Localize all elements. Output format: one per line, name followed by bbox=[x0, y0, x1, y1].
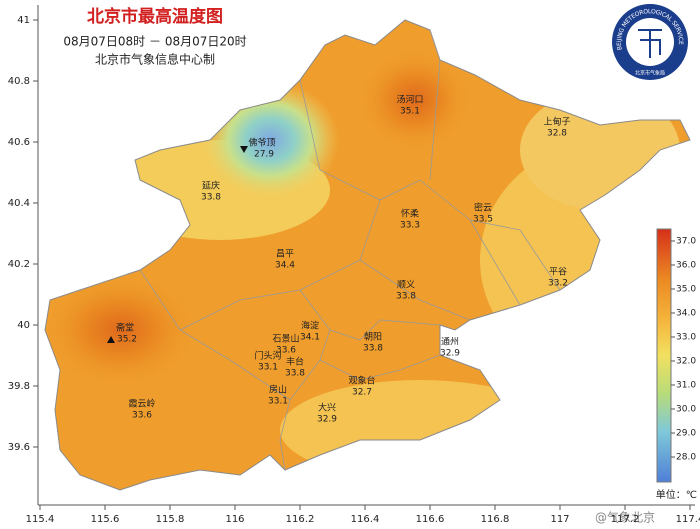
colorbar-label: 33.0 bbox=[676, 333, 696, 343]
station-name: 朝阳 bbox=[364, 332, 382, 343]
x-tick-label: 116.6 bbox=[416, 514, 445, 525]
station-name: 顺义 bbox=[397, 280, 415, 291]
colorbar-label: 34.0 bbox=[676, 309, 696, 319]
station-value: 32.9 bbox=[440, 349, 460, 359]
station-name: 霞云岭 bbox=[128, 398, 155, 410]
y-tick-label: 40.6 bbox=[8, 137, 30, 148]
x-tick-label: 115.6 bbox=[91, 514, 120, 525]
y-tick-label: 40 bbox=[17, 320, 30, 331]
time-range: 08月07日08时 － 08月07日20时 bbox=[63, 35, 246, 49]
y-tick-label: 40.8 bbox=[8, 76, 30, 87]
station-value: 33.5 bbox=[473, 215, 493, 225]
station-value: 33.8 bbox=[201, 193, 221, 203]
colorbar-label: 37.0 bbox=[676, 237, 696, 247]
station-value: 34.1 bbox=[300, 333, 320, 343]
station-name: 延庆 bbox=[202, 180, 220, 192]
x-tick-label: 115.8 bbox=[156, 514, 185, 525]
station-name: 密云 bbox=[474, 202, 492, 214]
station-value: 33.6 bbox=[276, 346, 296, 356]
x-tick-label: 116.4 bbox=[351, 514, 380, 525]
station-name: 海淀 bbox=[301, 320, 319, 332]
station-value: 34.4 bbox=[275, 261, 295, 271]
station-value: 35.2 bbox=[117, 335, 137, 345]
station-name: 汤河口 bbox=[396, 94, 423, 106]
x-tick-label: 116.8 bbox=[481, 514, 510, 525]
extreme-marker bbox=[240, 146, 248, 153]
y-tick-label: 41 bbox=[17, 15, 30, 26]
station-value: 32.8 bbox=[547, 129, 567, 139]
x-tick-label: 117 bbox=[550, 514, 569, 525]
station-name: 斋堂 bbox=[116, 322, 134, 334]
station-name: 房山 bbox=[269, 384, 287, 396]
colorbar-label: 32.0 bbox=[676, 357, 696, 367]
colorbar-label: 36.0 bbox=[676, 261, 696, 271]
colorbar-label: 31.0 bbox=[676, 381, 696, 391]
station-value: 33.2 bbox=[548, 279, 568, 289]
station-value: 33.8 bbox=[285, 369, 305, 379]
x-tick-label: 116.2 bbox=[286, 514, 315, 525]
y-tick-label: 39.8 bbox=[8, 381, 30, 392]
station-name: 门头沟 bbox=[254, 350, 281, 362]
station-name: 昌平 bbox=[276, 249, 294, 260]
unit: 单位：℃ bbox=[656, 488, 697, 501]
x-tick-label: 117.4 bbox=[676, 514, 700, 525]
station-name: 平谷 bbox=[549, 267, 567, 278]
station-value: 33.3 bbox=[400, 221, 420, 231]
logo: BEIJING METEOROLOGICAL SERVICE 北京市气象局 bbox=[612, 4, 688, 80]
colorbar bbox=[656, 228, 672, 483]
station-name: 石景山 bbox=[272, 334, 299, 345]
station-name: 丰台 bbox=[286, 356, 304, 368]
x-tick-label: 117.2 bbox=[611, 514, 640, 525]
y-tick-label: 40.2 bbox=[8, 259, 30, 270]
colorbar-label: 30.0 bbox=[676, 405, 696, 415]
logo-name: 北京市气象局 bbox=[635, 70, 665, 77]
station-value: 33.1 bbox=[268, 397, 288, 407]
station-value: 35.1 bbox=[400, 107, 420, 117]
station-value: 27.9 bbox=[254, 150, 274, 160]
watermark: @气象北京 bbox=[595, 510, 655, 525]
district-lines bbox=[139, 29, 561, 471]
colorbar-label: 35.0 bbox=[676, 285, 696, 295]
station-name: 大兴 bbox=[318, 402, 336, 414]
station-name: 怀柔 bbox=[401, 208, 419, 220]
station-value: 32.7 bbox=[352, 388, 372, 398]
station-value: 33.8 bbox=[396, 292, 416, 302]
y-tick-label: 39.6 bbox=[8, 442, 30, 453]
station-name: 上甸子 bbox=[543, 116, 570, 128]
extreme-marker bbox=[107, 336, 115, 343]
station-value: 33.6 bbox=[132, 411, 152, 421]
station-name: 佛爷顶 bbox=[248, 137, 275, 149]
x-tick-label: 116 bbox=[225, 514, 244, 525]
y-tick-label: 40.4 bbox=[8, 198, 30, 209]
colorbar-label: 29.0 bbox=[676, 429, 696, 439]
colorbar-label: 28.0 bbox=[676, 453, 696, 463]
x-tick-label: 115.4 bbox=[26, 514, 55, 525]
station-name: 通州 bbox=[441, 337, 459, 348]
station-name: 观象台 bbox=[348, 375, 375, 387]
title: 北京市最高温度图 bbox=[87, 6, 223, 27]
station-value: 33.1 bbox=[258, 363, 278, 373]
producer: 北京市气象信息中心制 bbox=[95, 52, 215, 67]
station-value: 32.9 bbox=[317, 415, 337, 425]
station-value: 33.8 bbox=[363, 344, 383, 354]
